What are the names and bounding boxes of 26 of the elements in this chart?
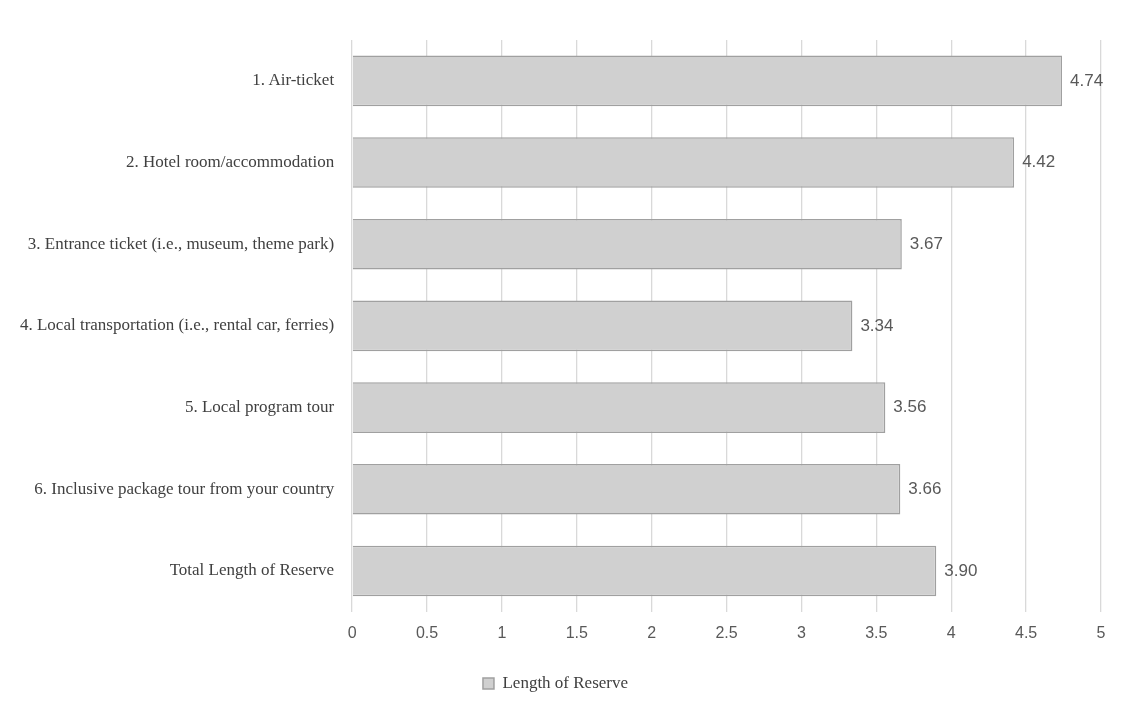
data-label: 3.67: [909, 233, 943, 253]
y-tick-label: 1. Air-ticket: [252, 70, 335, 90]
y-tick-label: 5. Local program tour: [184, 397, 335, 417]
y-tick-label: 2. Hotel room/accommodation: [125, 152, 335, 171]
x-tick-label: 1: [497, 623, 507, 641]
x-tick-label: 3.5: [865, 623, 888, 641]
data-label: 4.74: [1070, 70, 1104, 90]
x-tick-label: 0.5: [415, 623, 439, 641]
data-label: 3.56: [893, 397, 927, 417]
x-tick-label: 0: [347, 623, 357, 641]
x-tick-label: 2: [647, 623, 657, 641]
y-tick-label: Total Length of Reserve: [169, 560, 335, 580]
y-tick-label: 3. Entrance ticket (i.e., museum, theme park): [27, 233, 335, 253]
y-tick-label: 6. Inclusive package tour from your country: [34, 478, 335, 498]
data-label: 4.42: [1022, 152, 1056, 172]
y-tick-label: 4. Local transportation (i.e., rental car, ferries): [19, 315, 335, 335]
data-label: 3.66: [908, 478, 942, 498]
data-label: 3.90: [944, 560, 978, 580]
x-tick-label: 3: [797, 623, 806, 641]
x-tick-label: 4.5: [1014, 623, 1038, 641]
data-label: 3.34: [860, 315, 894, 335]
x-tick-label: 2.5: [715, 623, 738, 641]
x-tick-label: 5: [1096, 623, 1106, 641]
x-tick-label: 4: [946, 623, 956, 641]
legend-label: Length of Reserve: [502, 672, 629, 692]
x-tick-label: 1.5: [565, 623, 589, 641]
